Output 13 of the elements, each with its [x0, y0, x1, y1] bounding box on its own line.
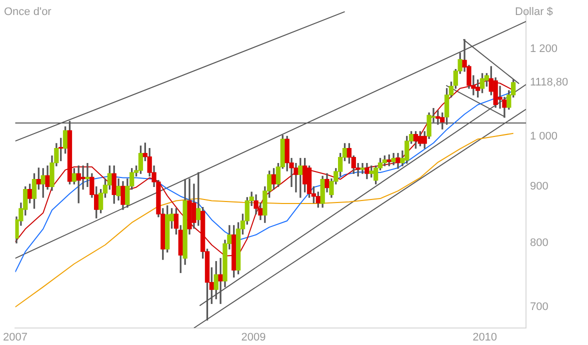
candlestick: [360, 162, 365, 174]
x-tick-label: 2009: [241, 332, 266, 344]
x-tick-label: 2010: [472, 332, 498, 344]
y-tick-label: 1118,80: [530, 76, 568, 89]
chart-title: Once d'or: [4, 6, 52, 18]
y-tick-label: 900: [530, 180, 548, 193]
y-axis-title: Dollar $: [515, 6, 553, 18]
y-tick-label: 1 000: [530, 130, 558, 142]
x-tick-label: 2007: [2, 332, 28, 344]
y-tick-label: 1 200: [530, 42, 558, 55]
candlestick: [218, 258, 223, 304]
y-tick-label: 700: [530, 301, 548, 314]
y-tick-label: 800: [530, 237, 548, 250]
